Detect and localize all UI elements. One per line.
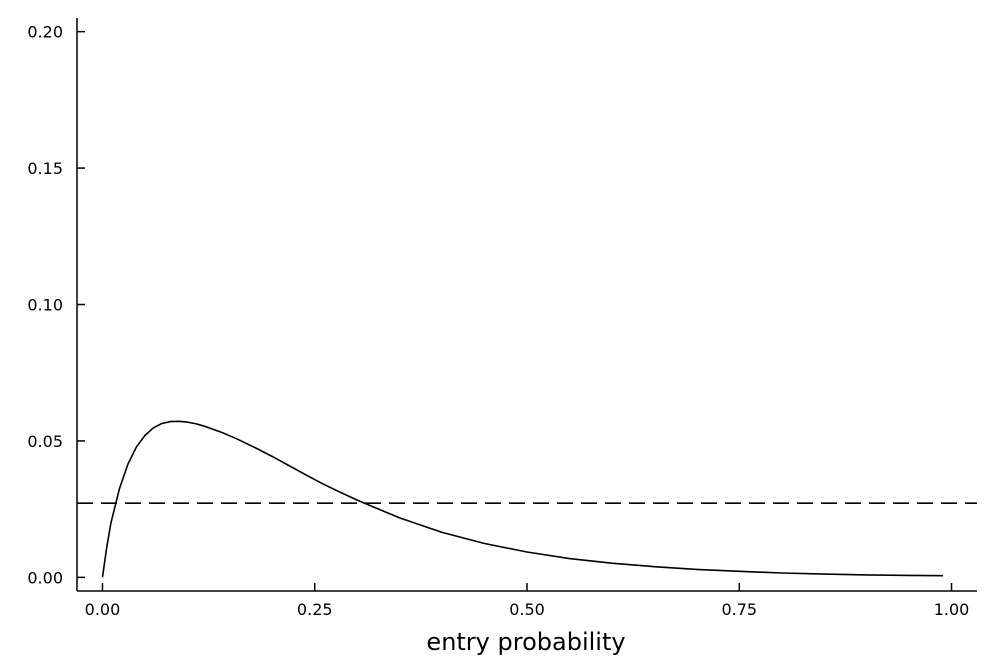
x-tick-label: 0.75 xyxy=(721,600,757,619)
y-tick-label: 0.10 xyxy=(27,296,63,315)
x-tick-label: 0.00 xyxy=(85,600,121,619)
x-tick-label: 1.00 xyxy=(934,600,970,619)
y-tick-label: 0.00 xyxy=(27,568,63,587)
y-tick-label: 0.15 xyxy=(27,159,63,178)
y-tick-label: 0.20 xyxy=(27,23,63,42)
plot-area xyxy=(77,420,977,578)
series-line-density xyxy=(101,420,944,578)
x-tick-label: 0.50 xyxy=(509,600,545,619)
x-axis: 0.00 0.25 0.50 0.75 1.00 xyxy=(77,583,977,619)
y-axis: 0.00 0.05 0.10 0.15 0.20 xyxy=(27,18,85,591)
x-axis-label: entry probability xyxy=(426,628,625,656)
y-tick-label: 0.05 xyxy=(27,432,63,451)
x-tick-label: 0.25 xyxy=(297,600,333,619)
